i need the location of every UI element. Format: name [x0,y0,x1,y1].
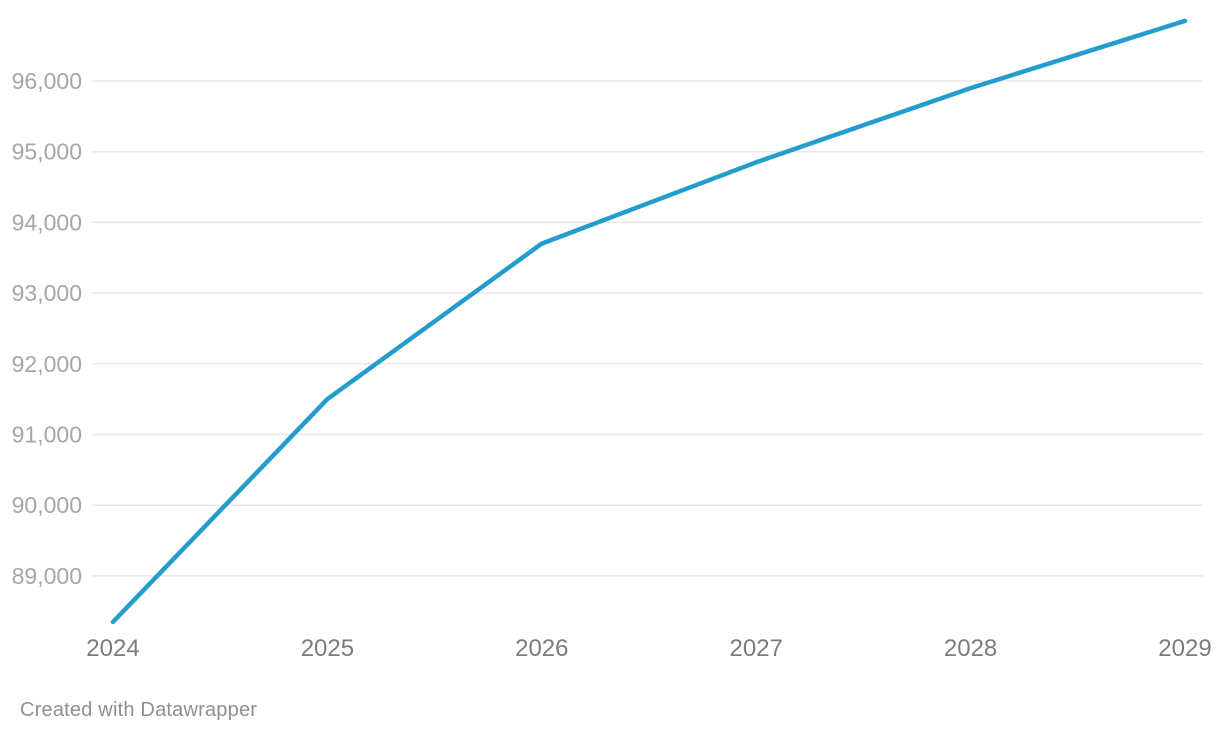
y-axis-tick-label: 94,000 [12,209,82,235]
y-axis-tick-label: 91,000 [12,422,82,448]
y-axis-tick-label: 90,000 [12,492,82,518]
x-axis-tick-label: 2025 [301,635,354,662]
gridlines [92,80,1203,577]
x-axis-tick-label: 2029 [1158,635,1211,662]
data-line-series [110,18,1188,625]
y-axis-tick-label: 89,000 [12,563,82,589]
datawrapper-credit-link[interactable]: Created with Datawrapper [20,699,258,721]
y-axis-tick-label: 92,000 [12,351,82,377]
y-axis-tick-label: 93,000 [12,280,82,306]
x-axis-tick-label: 2027 [730,635,783,662]
x-axis-tick-label: 2028 [944,635,997,662]
y-axis-tick-label: 96,000 [12,68,82,94]
y-axis-tick-label: 95,000 [12,139,82,165]
y-axis-tick-labels: 89,000 90,000 91,000 92,000 93,000 94,000 95,0… [12,68,82,589]
x-axis-tick-labels: 2024 2025 2026 2027 2028 2029 [86,635,1211,662]
x-axis-tick-label: 2026 [515,635,568,662]
x-axis-tick-label: 2024 [86,635,139,662]
